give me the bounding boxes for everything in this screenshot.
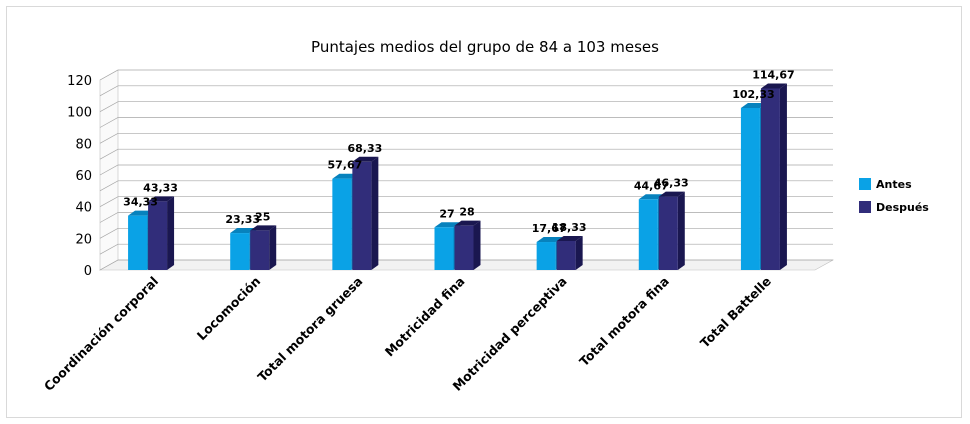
- data-label: 43,33: [143, 181, 178, 194]
- x-tick-label: Total Battelle: [697, 274, 774, 351]
- data-label: 27: [439, 207, 454, 220]
- data-label: 44,67: [634, 179, 669, 192]
- bar-top: [128, 210, 155, 216]
- legend-label-antes: Antes: [876, 178, 912, 191]
- bar-despus-0: [148, 196, 175, 270]
- bar-front: [658, 196, 678, 270]
- bar-top: [638, 194, 665, 200]
- bar-top: [352, 156, 379, 162]
- bar-front: [740, 107, 760, 270]
- data-label: 17,67: [532, 222, 567, 235]
- bar-top: [454, 220, 481, 226]
- legend-label-despues: Después: [876, 201, 929, 214]
- y-tick-label: 40: [75, 201, 92, 216]
- gridline: [99, 212, 833, 223]
- bar-front: [352, 161, 372, 270]
- y-tick-label: 120: [67, 74, 92, 89]
- gridline: [99, 164, 833, 176]
- bar-front: [454, 225, 474, 270]
- bar-side: [371, 156, 379, 270]
- y-tick-label: 100: [67, 106, 92, 121]
- bar-front: [332, 178, 352, 270]
- data-label: 34,33: [123, 196, 158, 209]
- bar-top: [250, 225, 277, 231]
- gridline: [99, 227, 833, 239]
- y-tick-label: 60: [75, 169, 92, 184]
- data-label: 18,33: [552, 221, 587, 234]
- chart-title: Puntajes medios del grupo de 84 a 103 me…: [311, 38, 659, 56]
- bar-top: [332, 173, 359, 179]
- x-tick-label: Motricidad fina: [382, 274, 468, 360]
- data-label: 102,33: [732, 88, 774, 101]
- bar-front: [638, 199, 658, 270]
- y-tick-label: 80: [75, 137, 92, 152]
- gridline: [99, 101, 833, 112]
- data-label: 57,67: [327, 159, 362, 172]
- bar-front: [556, 240, 576, 270]
- bar-top: [760, 83, 787, 89]
- gridline: [99, 148, 833, 160]
- data-label: 68,33: [347, 142, 382, 155]
- bar-despus-5: [658, 191, 685, 270]
- bar-top: [536, 237, 563, 243]
- x-tick-label: Locomoción: [194, 274, 264, 344]
- bar-top: [658, 191, 685, 197]
- bar-top: [148, 196, 175, 202]
- bar-despus-6: [760, 83, 787, 270]
- legend-swatch-despues: [859, 201, 871, 213]
- bar-front: [230, 233, 250, 270]
- bar-despus-3: [454, 220, 481, 270]
- gridline: [99, 196, 833, 207]
- y-tick-label: 0: [84, 264, 92, 279]
- gridline: [99, 259, 833, 271]
- bar-front: [128, 215, 148, 270]
- x-tick-label: Motricidad perceptiva: [449, 274, 569, 394]
- bar-front: [760, 88, 780, 270]
- bar-side: [269, 225, 277, 270]
- gridline: [99, 132, 833, 144]
- bar-side: [779, 83, 787, 270]
- legend: Antes Después: [859, 178, 929, 214]
- bars: [128, 83, 787, 270]
- data-label: 28: [459, 206, 474, 219]
- bar-side: [575, 235, 583, 270]
- gridline: [99, 69, 833, 81]
- bar-top: [556, 235, 583, 241]
- x-tick-label: Coordinación corporal: [41, 274, 161, 394]
- data-label: 114,67: [752, 68, 794, 81]
- y-axis: 0 20 40 60 80 100 120: [67, 74, 92, 279]
- bar-front: [536, 242, 556, 270]
- bar-front: [434, 227, 454, 270]
- bar-top: [740, 102, 767, 108]
- gridline: [99, 117, 833, 128]
- x-tick-label: Total motora fina: [576, 274, 672, 370]
- data-label: 46,33: [654, 177, 689, 190]
- bar-side: [473, 220, 481, 270]
- gridline: [99, 85, 833, 97]
- bar-side: [677, 191, 685, 270]
- data-label: 23,33: [225, 213, 260, 226]
- y-tick-label: 20: [75, 232, 92, 247]
- bar-top: [434, 222, 461, 228]
- bar-despus-2: [352, 156, 379, 270]
- gridline: [99, 180, 833, 192]
- data-label: 25: [255, 210, 270, 223]
- bar-despus-4: [556, 235, 583, 270]
- legend-swatch-antes: [859, 178, 871, 190]
- bar-top: [230, 228, 257, 234]
- bar-front: [148, 201, 168, 270]
- bar-side: [167, 196, 175, 270]
- gridline: [99, 243, 833, 255]
- x-tick-label: Total motora gruesa: [254, 274, 365, 385]
- bar-despus-1: [250, 225, 277, 270]
- bar-front: [250, 230, 270, 270]
